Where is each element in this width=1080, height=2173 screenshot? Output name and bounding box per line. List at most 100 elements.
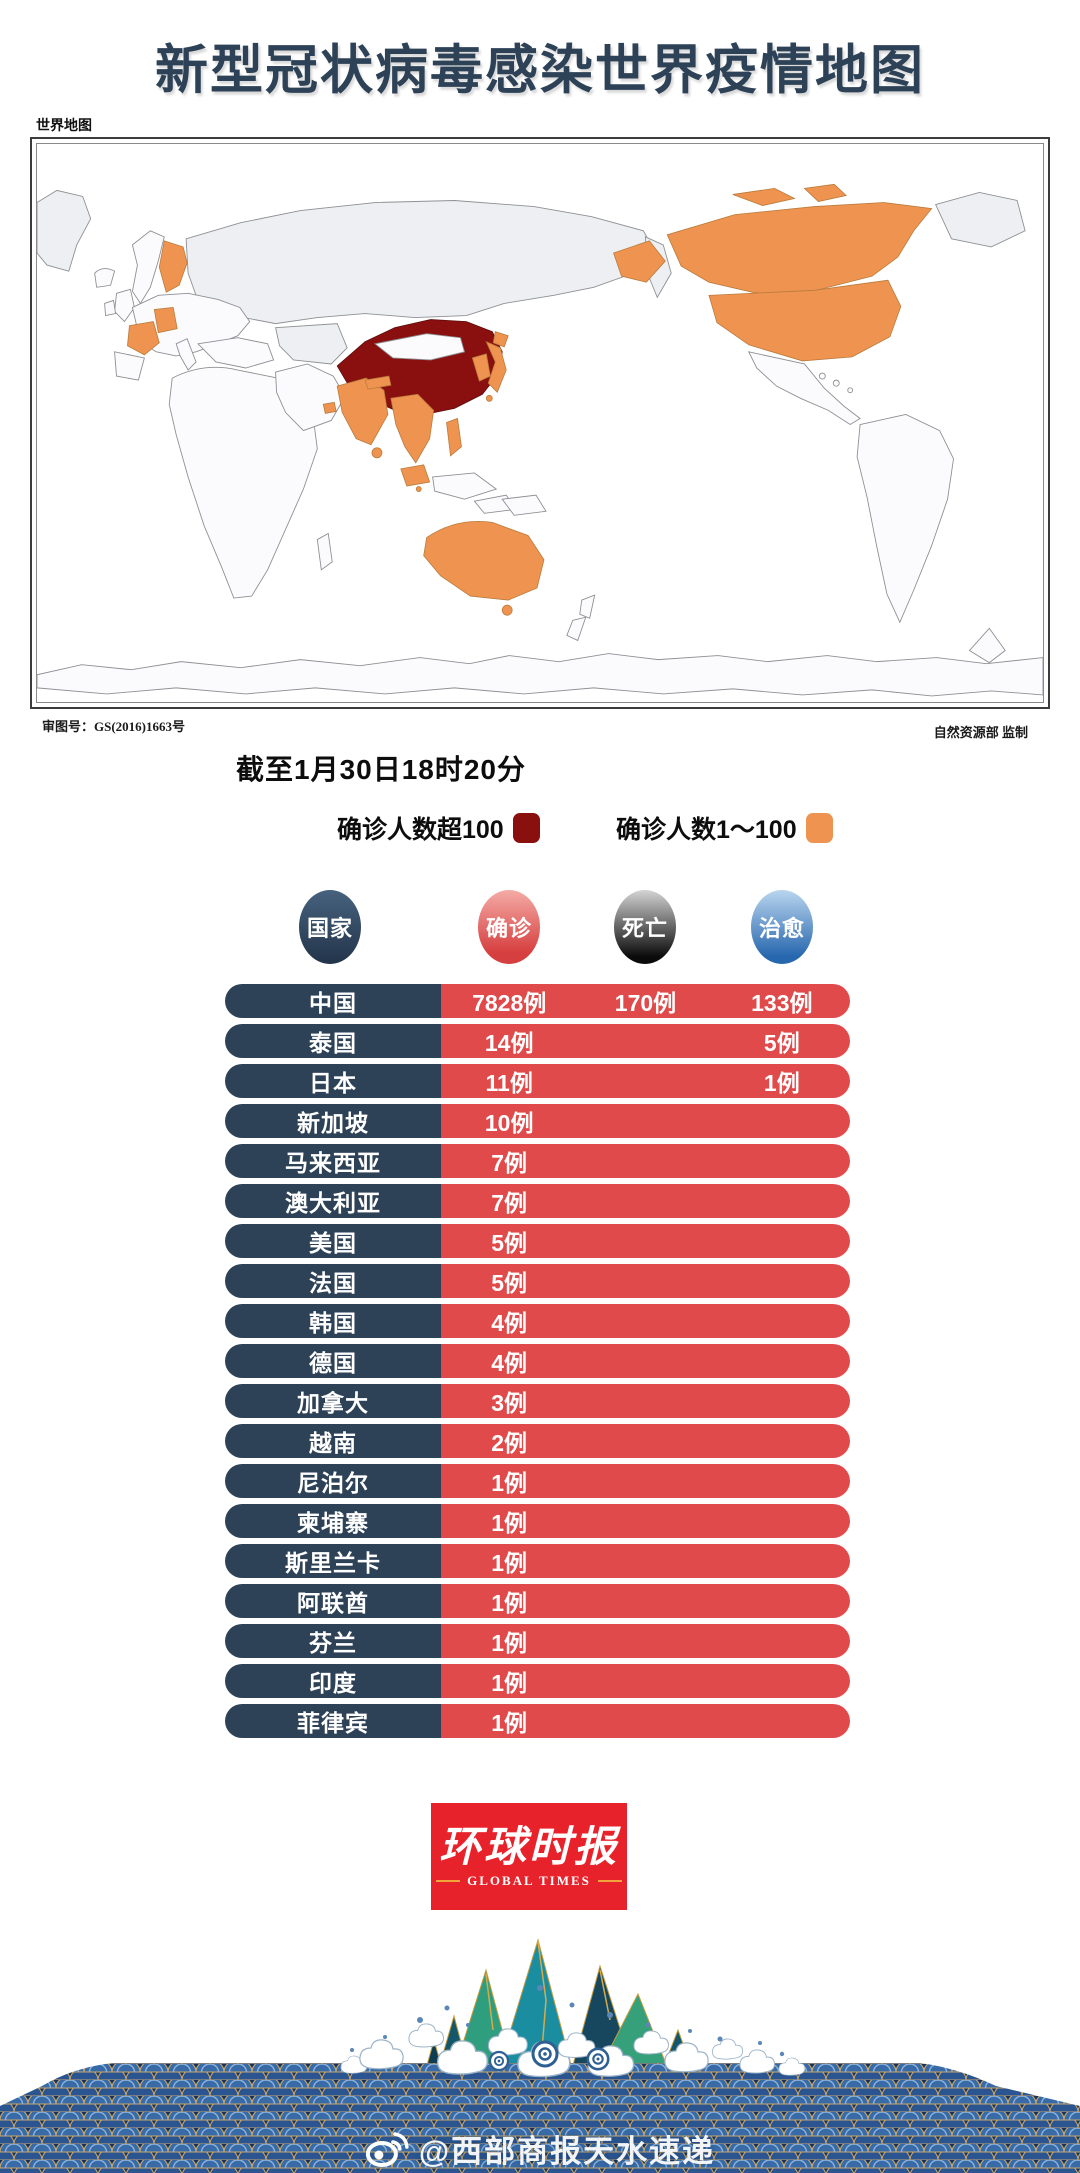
row-country-cell: 斯里兰卡 <box>225 1544 441 1578</box>
row-country-cell: 日本 <box>225 1064 441 1098</box>
table-row: 尼泊尔 1例 <box>225 1464 850 1498</box>
confirmed-value: 1例 <box>491 1630 528 1656</box>
country-name: 芬兰 <box>309 1630 357 1656</box>
confirmed-value: 11例 <box>485 1070 533 1096</box>
country-name: 印度 <box>309 1670 357 1696</box>
row-country-cell: 尼泊尔 <box>225 1464 441 1498</box>
row-country-cell: 中国 <box>225 984 441 1018</box>
table-row: 菲律宾 1例 <box>225 1704 850 1738</box>
map-antarctic-peninsula <box>968 627 1006 664</box>
world-map-inner-border <box>36 143 1044 703</box>
legend-label: 确诊人数1～100 <box>616 816 797 844</box>
table-row: 美国 5例 <box>225 1224 850 1258</box>
as-of-timestamp: 截至1月30日18时20分 <box>236 754 527 785</box>
map-country-finland <box>158 240 188 293</box>
map-country-uae <box>322 401 337 414</box>
confirmed-value: 5例 <box>491 1270 528 1296</box>
row-values-cell: 1例 <box>441 1544 850 1578</box>
global-times-logo: 环球时报 GLOBAL TIMES <box>431 1803 627 1910</box>
table-row: 芬兰 1例 <box>225 1624 850 1658</box>
country-name: 日本 <box>309 1070 357 1096</box>
country-name: 斯里兰卡 <box>285 1550 381 1576</box>
row-values-cell: 1例 <box>441 1584 850 1618</box>
page-title: 新型冠状病毒感染世界疫情地图 <box>155 41 925 100</box>
map-italy <box>175 338 197 371</box>
country-name: 马来西亚 <box>285 1150 381 1176</box>
row-values-cell: 5例 <box>441 1264 850 1298</box>
row-country-cell: 印度 <box>225 1664 441 1698</box>
row-values-cell: 4例 <box>441 1304 850 1338</box>
map-country-singapore <box>415 486 422 493</box>
confirmed-value: 1例 <box>491 1710 528 1736</box>
map-south-america <box>856 413 954 624</box>
confirmed-value: 10例 <box>484 1110 534 1136</box>
table-row: 柬埔寨 1例 <box>225 1504 850 1538</box>
row-values-cell: 4例 <box>441 1344 850 1378</box>
map-arabia <box>275 363 346 432</box>
table-row: 韩国 4例 <box>225 1304 850 1338</box>
mountain-ridge-lines <box>485 1941 611 2051</box>
map-country-malaysia <box>400 464 431 487</box>
column-header-confirmed: 确诊 <box>478 890 540 964</box>
row-values-cell: 7828例 170例 133例 <box>441 984 850 1018</box>
country-name: 泰国 <box>309 1030 357 1056</box>
country-name: 加拿大 <box>297 1390 369 1416</box>
map-country-sri-lanka <box>371 447 383 459</box>
country-name: 越南 <box>309 1430 357 1456</box>
map-madagascar <box>316 532 333 571</box>
table-row: 斯里兰卡 1例 <box>225 1544 850 1578</box>
column-header-deaths: 死亡 <box>614 890 676 964</box>
row-country-cell: 马来西亚 <box>225 1144 441 1178</box>
row-country-cell: 加拿大 <box>225 1384 441 1418</box>
global-times-english-name: GLOBAL TIMES <box>467 1873 591 1889</box>
map-alaska <box>613 240 666 283</box>
map-corner-label: 世界地图 <box>36 119 92 134</box>
row-country-cell: 泰国 <box>225 1024 441 1058</box>
confirmed-value: 1例 <box>491 1550 528 1576</box>
scale-pattern-sea <box>0 2063 1080 2173</box>
table-row: 加拿大 3例 <box>225 1384 850 1418</box>
row-values-cell: 1例 <box>441 1704 850 1738</box>
row-country-cell: 新加坡 <box>225 1104 441 1138</box>
confirmed-value: 5例 <box>491 1230 528 1256</box>
row-values-cell: 1例 <box>441 1664 850 1698</box>
table-row: 泰国 14例 5例 <box>225 1024 850 1058</box>
confirmed-value: 14例 <box>484 1030 534 1056</box>
legend-item: 确诊人数超100 <box>337 810 540 846</box>
country-name: 美国 <box>309 1230 357 1256</box>
map-legend: 确诊人数超100 确诊人数1～100 <box>0 810 1080 850</box>
legend-swatch <box>512 813 540 843</box>
row-values-cell: 11例 1例 <box>441 1064 850 1098</box>
map-scandinavia <box>131 230 165 305</box>
country-name: 澳大利亚 <box>285 1190 381 1216</box>
table-row: 印度 1例 <box>225 1664 850 1698</box>
map-caribbean-island <box>832 379 840 387</box>
row-country-cell: 芬兰 <box>225 1624 441 1658</box>
confirmed-value: 3例 <box>491 1390 528 1416</box>
row-values-cell: 7例 <box>441 1144 850 1178</box>
row-country-cell: 澳大利亚 <box>225 1184 441 1218</box>
map-landmasses <box>37 183 1043 697</box>
confirmed-value: 7例 <box>491 1190 528 1216</box>
row-country-cell: 德国 <box>225 1344 441 1378</box>
map-country-nepal <box>364 375 392 390</box>
country-name: 柬埔寨 <box>297 1510 369 1536</box>
row-country-cell: 菲律宾 <box>225 1704 441 1738</box>
cured-value: 5例 <box>763 1030 800 1056</box>
map-country-philippines <box>446 417 462 457</box>
country-table: 中国 7828例 170例 133例 泰国 14例 5例 日本 11例 1例 新… <box>225 984 850 1744</box>
weibo-icon <box>365 2131 409 2167</box>
global-times-english-row: GLOBAL TIMES <box>436 1873 622 1889</box>
map-greenland-east <box>935 191 1026 248</box>
row-country-cell: 越南 <box>225 1424 441 1458</box>
confirmed-value: 4例 <box>491 1310 528 1336</box>
row-values-cell: 1例 <box>441 1464 850 1498</box>
row-country-cell: 美国 <box>225 1224 441 1258</box>
table-row: 日本 11例 1例 <box>225 1064 850 1098</box>
wave-swirl <box>488 2050 510 2072</box>
column-header-cured: 治愈 <box>751 890 813 964</box>
map-caribbean-island <box>847 387 853 394</box>
confirmed-value: 1例 <box>491 1670 528 1696</box>
row-country-cell: 韩国 <box>225 1304 441 1338</box>
